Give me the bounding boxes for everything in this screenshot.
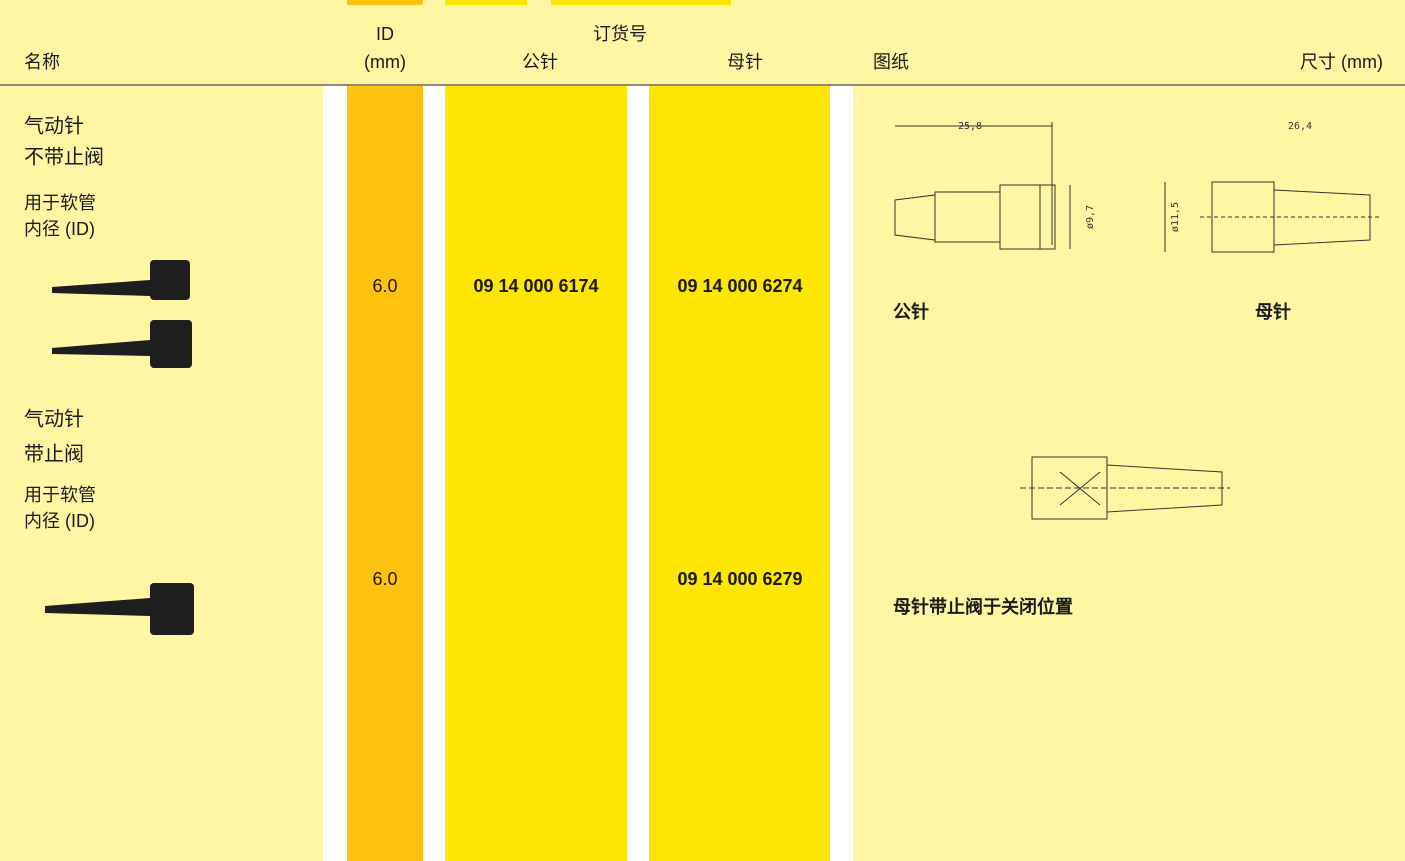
dimension: ø9,7	[1085, 205, 1096, 229]
row-title: 不带止阀	[24, 145, 104, 168]
col-drawing	[853, 86, 1405, 861]
col-id	[347, 86, 423, 861]
part-number: 09 14 000 6279	[677, 569, 802, 589]
header-text: ID	[376, 24, 394, 44]
row-note: 用于软管	[24, 485, 96, 505]
product-photo	[45, 583, 194, 635]
drawing-label: 公针	[893, 301, 929, 322]
drawing-label: 母针	[1255, 301, 1291, 322]
id-value: 6.0	[372, 569, 397, 589]
drawing-male	[894, 122, 1071, 250]
dimension: 26,4	[1288, 121, 1312, 132]
row-note: 用于软管	[24, 193, 96, 213]
row-title: 带止阀	[24, 442, 84, 465]
part-number: 09 14 000 6274	[677, 276, 802, 296]
drawing-caption: 母针带止阀于关闭位置	[893, 596, 1073, 617]
row-title: 气动针	[24, 114, 84, 137]
header-text: 尺寸 (mm)	[1300, 52, 1383, 72]
drawing-female	[1164, 181, 1380, 253]
col-female	[649, 86, 830, 861]
header-swatch	[347, 0, 423, 5]
dimension: 25,8	[958, 121, 982, 132]
col-name	[0, 86, 323, 861]
part-number: 09 14 000 6174	[473, 276, 598, 296]
header-swatch	[445, 0, 527, 5]
id-value: 6.0	[372, 276, 397, 296]
product-photo	[52, 260, 192, 368]
row-note: 内径 (ID)	[24, 219, 95, 239]
header-text: 母针	[727, 52, 763, 72]
header-text: 名称	[24, 52, 60, 72]
header-text: 图纸	[873, 52, 909, 72]
drawing-valve	[1020, 456, 1230, 520]
header-swatch	[551, 0, 731, 5]
header-text: 订货号	[593, 24, 647, 44]
header-text: (mm)	[364, 52, 406, 72]
header-text: 公针	[522, 52, 558, 72]
row-note: 内径 (ID)	[24, 511, 95, 531]
header-bg	[0, 0, 1405, 85]
row-title: 气动针	[24, 407, 84, 430]
col-male	[445, 86, 627, 861]
dimension: ø11,5	[1170, 202, 1181, 232]
